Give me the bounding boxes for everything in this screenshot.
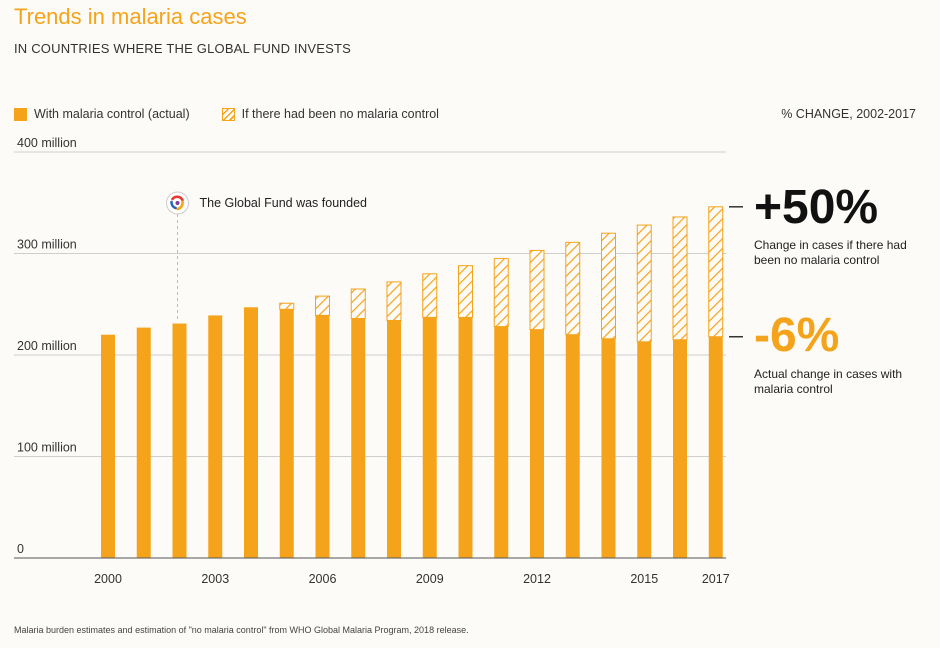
grid-lines xyxy=(14,151,726,457)
y-tick-label: 100 million xyxy=(17,441,77,455)
bar-actual xyxy=(244,307,258,558)
bar-no-control xyxy=(601,232,616,340)
bar-actual xyxy=(422,317,437,558)
y-axis-ticks: 0 100 million 200 million 300 million 400 mi… xyxy=(17,136,77,556)
global-fund-logo-icon xyxy=(166,191,189,215)
chart-title: Trends in malaria cases xyxy=(14,4,247,29)
bar-no-control xyxy=(422,273,438,318)
bar-actual xyxy=(351,318,366,558)
bar-actual xyxy=(494,326,509,558)
legend: With malaria control (actual) If there h… xyxy=(14,107,471,121)
percent-change-heading: % CHANGE, 2002-2017 xyxy=(781,107,916,121)
bar-no-control xyxy=(708,206,724,338)
legend-item-no-control: If there had been no malaria control xyxy=(221,107,439,121)
bar-actual xyxy=(101,334,115,558)
bar-actual xyxy=(315,315,330,558)
y-tick-label: 0 xyxy=(17,542,24,556)
bar-actual xyxy=(601,338,616,558)
y-tick-label: 200 million xyxy=(17,339,77,353)
x-tick-label: 2009 xyxy=(416,572,444,586)
bar-actual xyxy=(279,309,294,558)
bar-no-control xyxy=(350,288,366,319)
x-tick-label: 2000 xyxy=(94,572,122,586)
x-tick-label: 2017 xyxy=(702,572,730,586)
bar-actual xyxy=(458,317,473,558)
x-tick-label: 2006 xyxy=(309,572,337,586)
x-axis-ticks: 2000 2003 2006 2009 2012 2015 2017 xyxy=(94,572,730,586)
no-control-change-value: +50% xyxy=(754,181,879,234)
actual-change-description: Actual change in cases with malaria cont… xyxy=(754,367,903,396)
change-markers xyxy=(729,206,743,338)
bar-actual xyxy=(172,323,187,558)
founding-annotation: The Global Fund was founded xyxy=(166,191,368,322)
bars xyxy=(101,206,724,558)
actual-change-value: -6% xyxy=(754,309,840,362)
bar-no-control xyxy=(386,281,402,321)
bar-no-control xyxy=(636,224,652,343)
legend-label-actual: With malaria control (actual) xyxy=(34,107,190,121)
bar-no-control xyxy=(529,249,545,331)
bar-no-control xyxy=(315,295,330,316)
bar-actual xyxy=(708,336,723,558)
no-control-change-description: Change in cases if there had been no mal… xyxy=(754,238,907,267)
bar-actual xyxy=(208,315,223,558)
x-tick-label: 2015 xyxy=(630,572,658,586)
chart-subtitle: IN COUNTRIES WHERE THE GLOBAL FUND INVES… xyxy=(14,41,352,56)
bar-no-control xyxy=(493,258,509,328)
x-tick-label: 2012 xyxy=(523,572,551,586)
annotation-text: The Global Fund was founded xyxy=(200,196,368,210)
x-tick-label: 2003 xyxy=(201,572,229,586)
bar-no-control xyxy=(279,302,295,310)
source-note: Malaria burden estimates and estimation … xyxy=(14,625,469,635)
bar-no-control xyxy=(672,216,688,341)
y-tick-label: 300 million xyxy=(17,238,77,252)
legend-swatch-solid xyxy=(14,107,27,121)
legend-item-actual: With malaria control (actual) xyxy=(14,107,190,121)
bar-no-control xyxy=(458,265,473,318)
legend-swatch-hatched xyxy=(221,107,235,121)
bar-actual xyxy=(637,341,652,558)
bar-actual xyxy=(136,327,151,558)
bar-no-control xyxy=(565,241,581,336)
legend-label-no-control: If there had been no malaria control xyxy=(241,107,439,121)
y-tick-label: 400 million xyxy=(17,136,77,150)
bar-actual xyxy=(530,329,544,558)
bar-actual xyxy=(387,320,401,558)
bar-actual xyxy=(673,339,687,558)
bar-actual xyxy=(565,334,580,558)
